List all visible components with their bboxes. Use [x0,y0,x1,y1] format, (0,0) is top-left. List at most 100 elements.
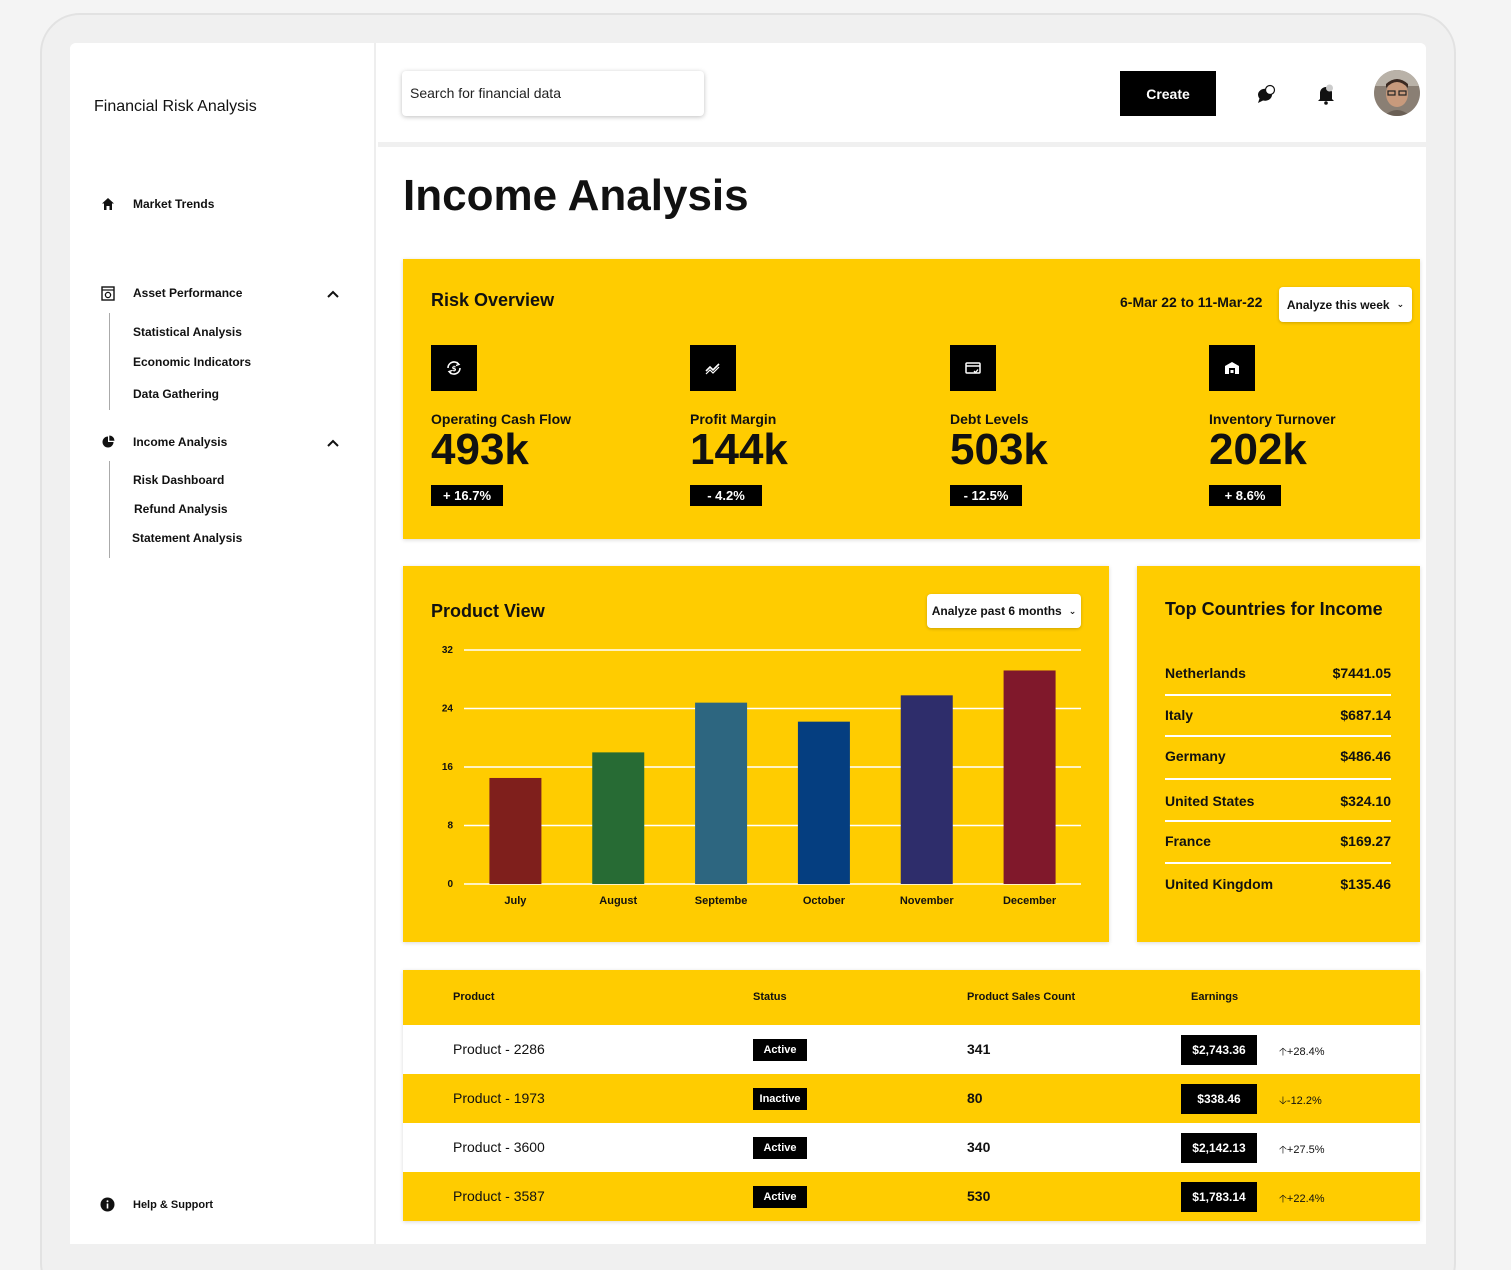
bar-august[interactable] [592,752,645,884]
help-support-label: Help & Support [133,1199,214,1211]
x-tick-label: July [504,895,527,907]
bar-septembe[interactable] [695,702,748,884]
cash-cycle-icon: $ [431,345,477,391]
bar-october[interactable] [797,721,850,884]
arrow-up-icon: 🡡 [1279,1193,1287,1205]
bar-november[interactable] [900,695,953,884]
sales-count: 341 [967,1041,991,1057]
divider [1165,735,1391,737]
country-row: United States $324.10 [1165,793,1391,809]
nav-market-trends-label: Market Trends [133,197,215,211]
arrow-down-icon: 🡣 [1279,1095,1287,1107]
country-row: France $169.27 [1165,833,1391,849]
chevron-up-icon[interactable] [326,287,340,301]
help-support-link[interactable]: Help & Support [100,1197,213,1213]
metric-debt-levels: Debt Levels 503k - 12.5% [950,345,1170,506]
nav-statement-analysis[interactable]: Statement Analysis [132,531,243,545]
x-tick-label: December [1003,895,1057,907]
analyze-months-dropdown[interactable]: Analyze past 6 months ⌄ [927,594,1081,628]
product-table: Product Status Product Sales Count Earni… [403,970,1420,1221]
earnings-badge: $1,783.14 [1181,1182,1257,1212]
date-range: 6-Mar 22 to 11-Mar-22 [1120,294,1263,310]
sales-count: 340 [967,1139,991,1155]
y-tick-label: 0 [447,879,453,890]
brand-title: Financial Risk Analysis [94,98,257,115]
chat-icon[interactable] [1255,83,1277,105]
earnings-badge: $338.46 [1181,1084,1257,1114]
create-button[interactable]: Create [1120,71,1216,116]
country-name: Germany [1165,748,1226,764]
header-sales-count: Product Sales Count [967,991,1076,1003]
country-row: Germany $486.46 [1165,748,1391,764]
metric-change-badge: - 12.5% [950,485,1022,506]
nav-economic-indicators[interactable]: Economic Indicators [133,355,252,369]
home-icon [100,196,116,212]
country-row: Netherlands $7441.05 [1165,665,1391,681]
metric-value: 202k [1209,425,1307,474]
status-badge: Inactive [753,1088,807,1110]
top-countries-title: Top Countries for Income [1165,599,1383,619]
country-value: $169.27 [1340,833,1391,849]
divider [1165,862,1391,864]
nav-refund-analysis[interactable]: Refund Analysis [134,502,228,516]
analyze-week-dropdown[interactable]: Analyze this week ⌄ [1279,287,1412,322]
bell-icon[interactable] [1315,83,1337,105]
status-badge: Active [753,1186,807,1208]
table-row[interactable]: Product - 2286 Active 341 $2,743.36 🡡+28… [403,1025,1420,1074]
x-tick-label: October [803,895,846,907]
sales-count: 80 [967,1090,983,1106]
product-bar-chart: 0 8 16 24 32 July August Septembe October Novembe… [442,646,1081,907]
top-countries-card: Top Countries for Income Netherlands $744… [1137,566,1420,942]
shield-badge-icon [100,285,116,301]
table-header: Product Status Product Sales Count Earni… [403,970,1420,1025]
y-tick-label: 8 [447,821,453,832]
trend-value: 🡡+22.4% [1279,1193,1325,1205]
metric-operating-cash-flow: $ Operating Cash Flow 493k + 16.7% [431,345,651,506]
nav-data-gathering[interactable]: Data Gathering [133,387,220,401]
product-name: Product - 3587 [453,1188,545,1204]
table-row[interactable]: Product - 1973 Inactive 80 $338.46 🡣-12.… [403,1074,1420,1123]
divider [1165,820,1391,822]
risk-overview-title: Risk Overview [431,290,555,310]
y-tick-label: 24 [442,704,454,715]
bar-december[interactable] [1003,670,1056,884]
avatar[interactable] [1374,70,1420,116]
header-earnings: Earnings [1191,991,1239,1003]
country-name: Italy [1165,707,1194,723]
status-badge: Active [753,1039,807,1061]
country-value: $486.46 [1340,748,1391,764]
pie-chart-icon [100,434,116,450]
chevron-up-icon[interactable] [326,436,340,450]
search-input[interactable]: Search for financial data [402,71,704,116]
country-name: Netherlands [1165,665,1246,681]
trend-value: 🡡+27.5% [1279,1144,1325,1156]
country-value: $135.46 [1340,876,1391,892]
metric-change-badge: - 4.2% [690,485,762,506]
sales-count: 530 [967,1188,991,1204]
nav-asset-performance-label: Asset Performance [133,286,243,300]
chevron-down-icon: ⌄ [1396,299,1405,309]
nav-market-trends[interactable]: Market Trends [100,196,214,212]
y-tick-label: 32 [442,646,454,656]
metric-value: 493k [431,425,529,474]
product-name: Product - 2286 [453,1041,545,1057]
header-product: Product [453,991,495,1003]
nav-risk-dashboard[interactable]: Risk Dashboard [133,473,225,487]
bar-july[interactable] [489,777,542,884]
header-status: Status [753,991,787,1003]
warehouse-icon [1209,345,1255,391]
table-row[interactable]: Product - 3600 Active 340 $2,142.13 🡡+27… [403,1123,1420,1172]
country-row: Italy $687.14 [1165,707,1391,723]
submenu-line [109,313,110,410]
nav-statistical-analysis[interactable]: Statistical Analysis [133,325,242,339]
nav-asset-performance[interactable]: Asset Performance [100,285,242,301]
sidebar: Financial Risk Analysis Market Trends As… [70,43,376,1244]
nav-income-analysis[interactable]: Income Analysis [100,434,227,450]
table-row[interactable]: Product - 3587 Active 530 $1,783.14 🡡+22… [403,1172,1420,1221]
analyze-week-label: Analyze this week [1286,297,1390,312]
country-name: United States [1165,793,1255,809]
submenu-line [109,461,110,558]
divider [1165,694,1391,696]
metric-change-badge: + 16.7% [431,485,503,506]
analyze-months-label: Analyze past 6 months [931,604,1062,618]
